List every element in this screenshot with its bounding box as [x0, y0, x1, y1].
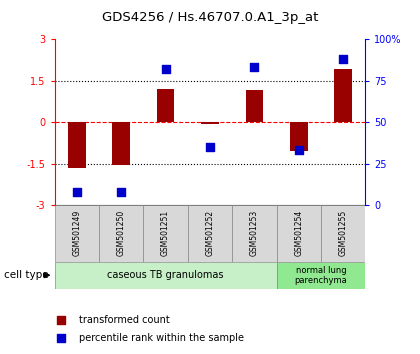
Point [74, 189, 80, 195]
Text: cell type: cell type [4, 270, 49, 280]
Bar [246, 90, 263, 122]
Bar [232, 205, 277, 262]
Text: GSM501253: GSM501253 [250, 210, 259, 256]
Bar [188, 205, 232, 262]
Text: GDS4256 / Hs.46707.0.A1_3p_at: GDS4256 / Hs.46707.0.A1_3p_at [102, 11, 318, 24]
Bar [277, 262, 365, 289]
Bar [334, 69, 352, 122]
Text: GSM501249: GSM501249 [72, 210, 81, 256]
Bar [99, 205, 143, 262]
Bar [157, 89, 174, 122]
Bar [321, 205, 365, 262]
Bar [55, 205, 99, 262]
Point [162, 66, 169, 72]
Bar [277, 205, 321, 262]
Bar [112, 122, 130, 165]
Text: caseous TB granulomas: caseous TB granulomas [108, 270, 224, 280]
Point [58, 335, 64, 341]
Text: GSM501255: GSM501255 [339, 210, 348, 256]
Point [295, 148, 302, 153]
Point [207, 144, 213, 150]
Bar [290, 122, 308, 151]
Bar [143, 205, 188, 262]
Text: GSM501251: GSM501251 [161, 210, 170, 256]
Point [118, 189, 125, 195]
Text: GSM501252: GSM501252 [205, 210, 215, 256]
Text: GSM501250: GSM501250 [117, 210, 126, 256]
Point [58, 318, 64, 323]
Text: normal lung
parenchyma: normal lung parenchyma [294, 266, 347, 285]
Bar [201, 122, 219, 124]
Point [251, 64, 258, 70]
Text: GSM501254: GSM501254 [294, 210, 303, 256]
Text: transformed count: transformed count [79, 315, 170, 325]
Bar [55, 262, 277, 289]
Bar [68, 122, 86, 168]
Text: percentile rank within the sample: percentile rank within the sample [79, 333, 244, 343]
Point [340, 56, 346, 62]
